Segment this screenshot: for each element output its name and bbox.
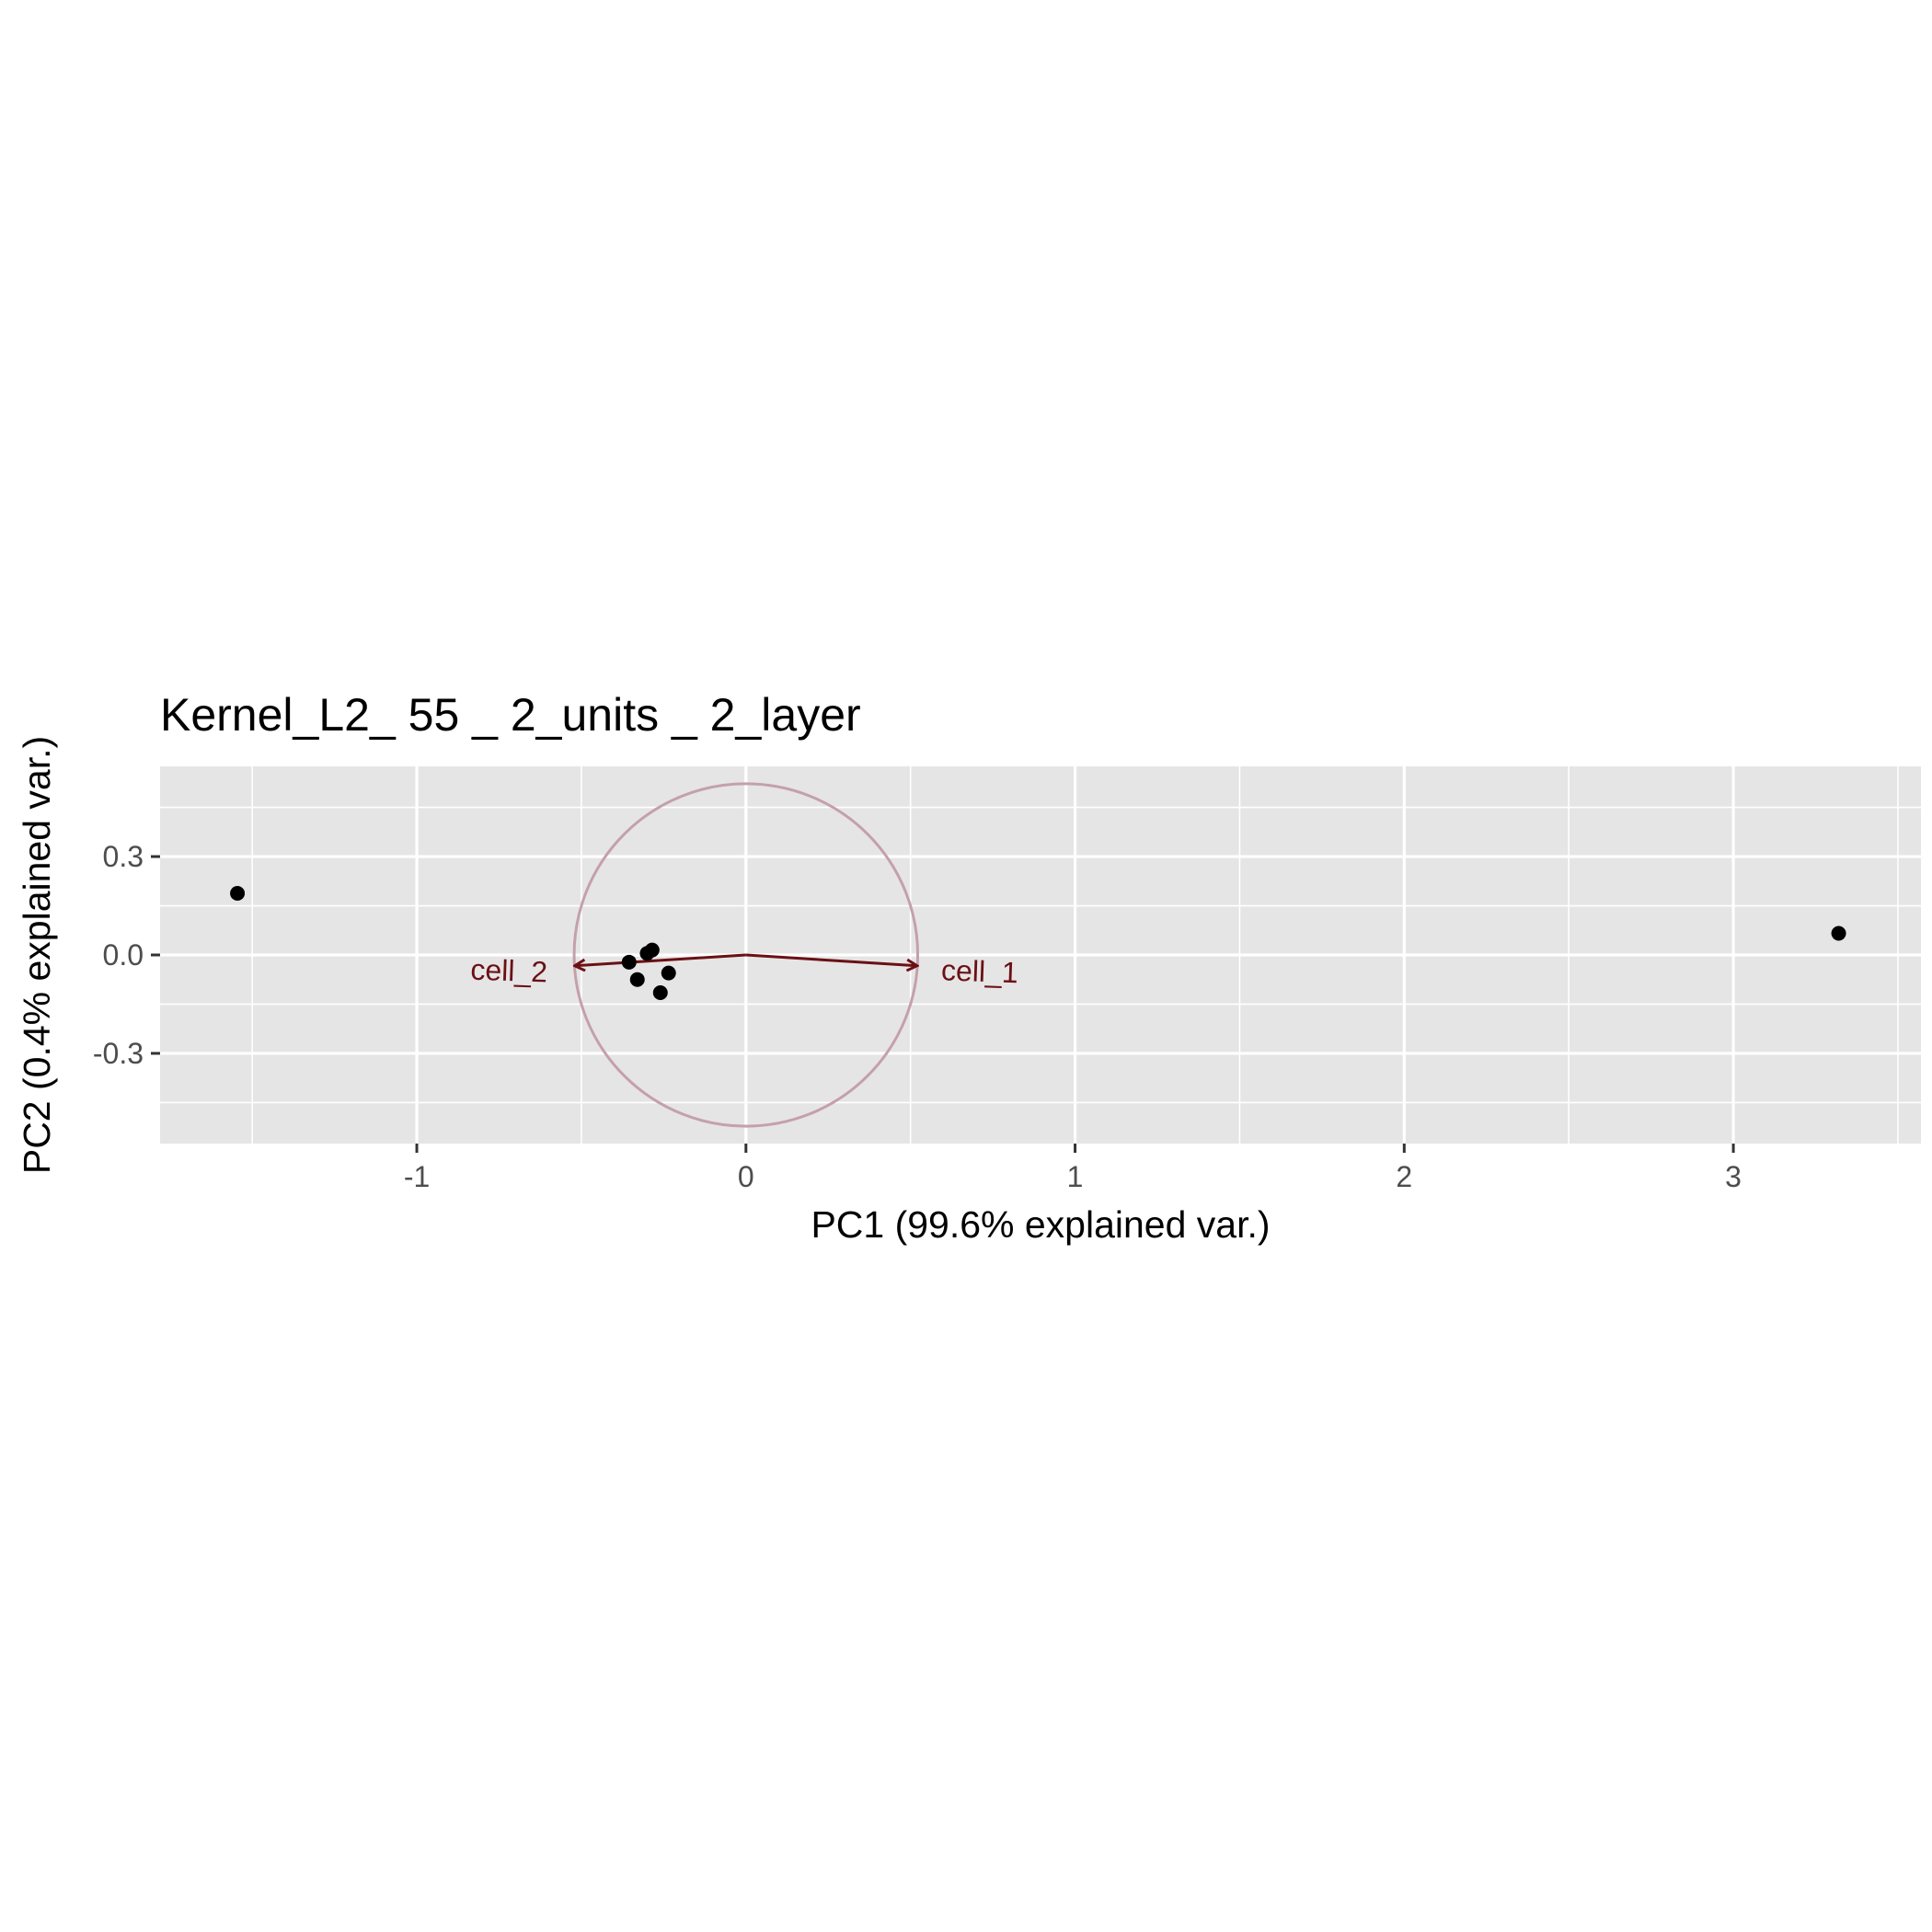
loading-arrows: cell_1 cell_2 xyxy=(470,953,1018,990)
y-axis-title: PC2 (0.4% explained var.) xyxy=(16,736,58,1174)
data-point xyxy=(621,954,637,970)
data-point xyxy=(661,965,676,981)
y-tick-label: 0.0 xyxy=(103,938,144,972)
loading-arrow-cell_1 xyxy=(745,953,917,966)
chart-title: Kernel_L2_ 55 _ 2_units _ 2_layer xyxy=(160,689,861,741)
data-points xyxy=(230,885,1846,1000)
data-point xyxy=(644,942,660,958)
data-point xyxy=(230,885,246,901)
y-tick-label: 0.3 xyxy=(103,840,144,873)
data-point xyxy=(1831,926,1846,941)
x-tick-label: 2 xyxy=(1396,1160,1412,1193)
loading-label-cell_1: cell_1 xyxy=(940,953,1018,989)
y-axis: -0.3 0.0 0.3 xyxy=(93,840,160,1070)
major-gridlines xyxy=(160,766,1921,1144)
x-tick-label: -1 xyxy=(404,1160,430,1193)
correlation-circle-layer xyxy=(572,782,920,1128)
data-point xyxy=(629,972,645,987)
loading-label-cell_2: cell_2 xyxy=(470,953,548,989)
x-axis-title: PC1 (99.6% explained var.) xyxy=(811,1203,1270,1246)
y-tick-label: -0.3 xyxy=(93,1037,144,1070)
x-tick-label: 3 xyxy=(1725,1160,1742,1193)
data-point xyxy=(652,985,668,1000)
x-axis: -1 0 1 2 3 xyxy=(404,1144,1742,1193)
correlation-circle xyxy=(572,782,920,1128)
x-tick-label: 0 xyxy=(738,1160,754,1193)
x-tick-label: 1 xyxy=(1067,1160,1084,1193)
loading-arrow-cell_2 xyxy=(575,953,746,966)
